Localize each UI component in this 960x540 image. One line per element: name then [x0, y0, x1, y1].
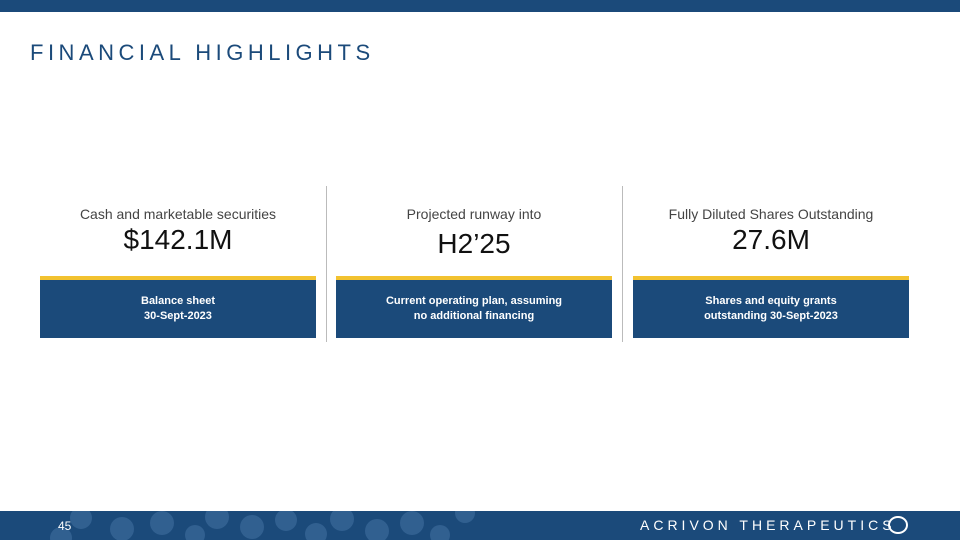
decorative-dot — [50, 527, 72, 540]
decorative-dot — [240, 515, 264, 539]
metric-value: 27.6M — [732, 224, 810, 255]
divider — [326, 186, 327, 342]
decorative-dot — [110, 517, 134, 540]
decorative-dot — [455, 511, 475, 523]
page-title: FINANCIAL HIGHLIGHTS — [30, 40, 375, 65]
metric-label: Projected runway into — [406, 206, 542, 222]
metric-label: Fully Diluted Shares Outstanding — [668, 206, 874, 222]
page-number: 45 — [58, 519, 72, 533]
decorative-dot — [330, 511, 354, 531]
decorative-dot — [275, 511, 297, 531]
metric-value: H2’25 — [437, 228, 511, 259]
decorative-dot — [430, 525, 450, 540]
decorative-dot — [305, 523, 327, 540]
metric-label: Cash and marketable securities — [79, 206, 277, 222]
top-bar — [0, 0, 960, 12]
decorative-dot — [70, 511, 92, 529]
metric-cash: Cash and marketable securities $142.1M — [40, 190, 316, 256]
footer: 45 ACRIVON THERAPEUTICS — [0, 511, 960, 540]
metric-value: $142.1M — [123, 224, 233, 255]
decorative-dot — [205, 511, 229, 529]
decorative-dot — [365, 519, 389, 540]
metric-note: Shares and equity grants outstanding 30-… — [633, 276, 909, 338]
decorative-dot — [400, 511, 424, 535]
metric-shares: Fully Diluted Shares Outstanding 27.6M — [633, 190, 909, 256]
decorative-dot — [150, 511, 174, 535]
brand-name: ACRIVON THERAPEUTICS — [640, 517, 896, 533]
metric-note: Balance sheet 30-Sept-2023 — [40, 276, 316, 338]
metric-runway: Projected runway into H2’25 — [336, 190, 612, 260]
divider — [622, 186, 623, 342]
metric-note: Current operating plan, assuming no addi… — [336, 276, 612, 338]
acrivon-logo-icon — [888, 516, 908, 534]
decorative-dot — [185, 525, 205, 540]
